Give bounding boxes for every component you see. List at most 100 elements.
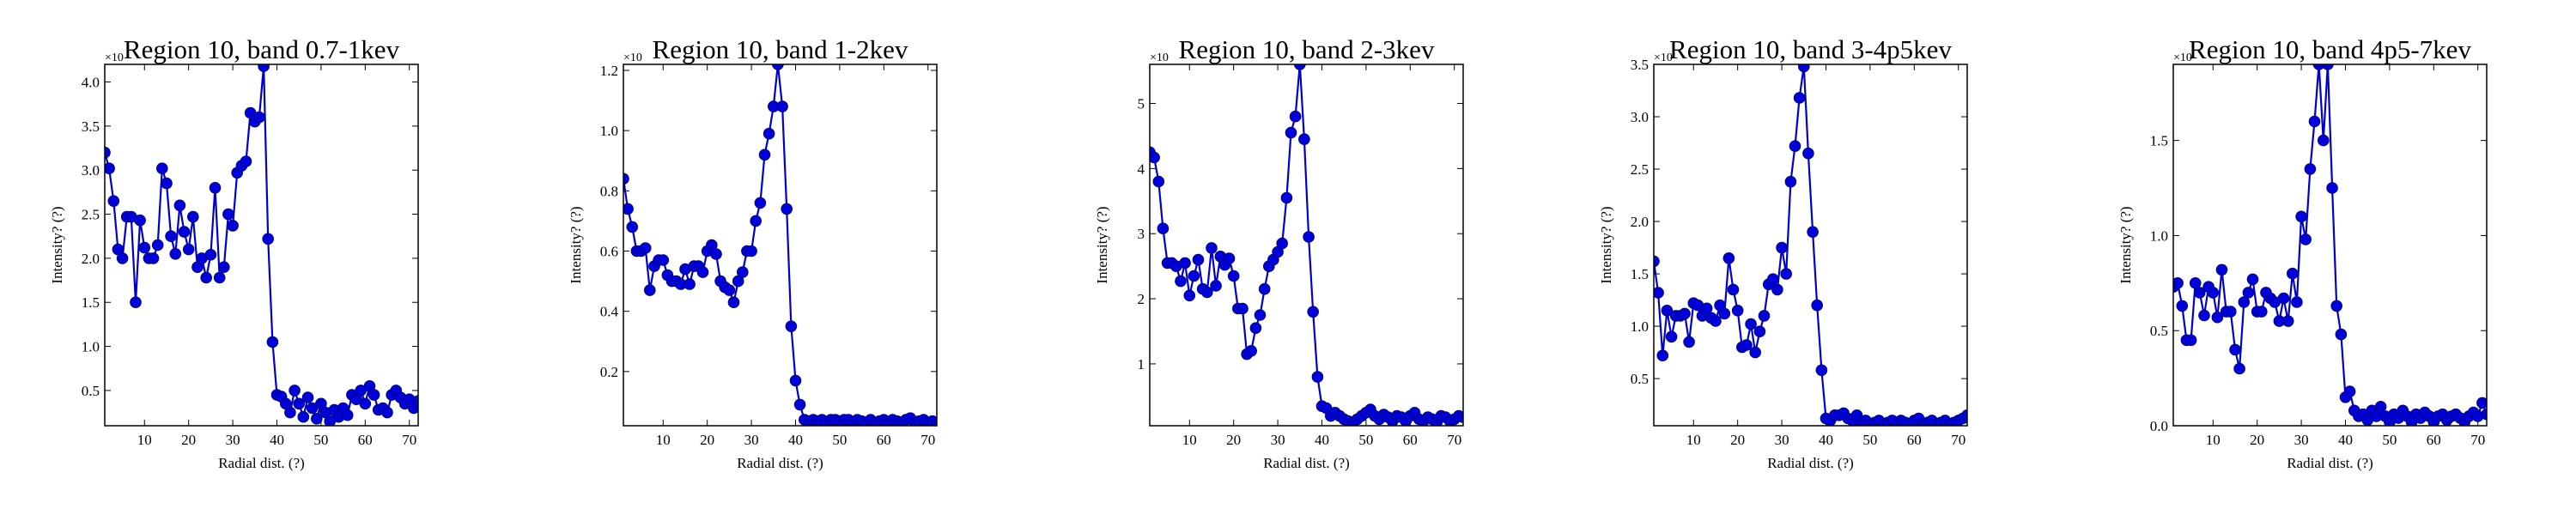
plot-frame	[104, 64, 419, 427]
data-point	[2198, 309, 2210, 322]
y-tick-label: 1	[1138, 356, 1145, 373]
data-point	[156, 162, 168, 174]
data-point	[736, 266, 749, 278]
x-axis-label: Radial dist. (?)	[737, 455, 823, 471]
data-point	[284, 406, 296, 419]
data-point	[1175, 275, 1187, 288]
data-point	[1807, 226, 1819, 238]
data-point	[1741, 339, 1753, 351]
y-tick-label: 1.5	[2150, 133, 2168, 149]
data-point	[341, 409, 354, 421]
data-point	[130, 296, 142, 308]
x-tick-label: 30	[1271, 432, 1285, 448]
data-point	[151, 239, 164, 251]
data-point	[793, 398, 806, 411]
data-point	[1710, 315, 1722, 327]
y-tick-label: 1.0	[82, 339, 100, 355]
data-point	[2194, 287, 2206, 299]
data-point	[1192, 253, 1205, 266]
y-axis-label: Intensity? (?)	[49, 206, 65, 283]
y-tick-label: 0.6	[600, 244, 618, 260]
data-point	[2287, 267, 2299, 280]
data-point	[1802, 147, 1814, 160]
data-point	[639, 242, 652, 254]
chart-panel-2: Region 10, band 1-2kev ×10 10 20 30 40 50 60 70 0…	[568, 34, 938, 471]
data-point	[381, 406, 393, 419]
data-point	[623, 173, 629, 185]
x-tick-label: 10	[656, 432, 671, 448]
x-tick-label: 50	[832, 432, 847, 448]
y-tick-label: 2.5	[82, 207, 100, 223]
chart-title: Region 10, band 2-3kev	[1179, 34, 1435, 64]
x-axis-label: Radial dist. (?)	[1263, 455, 1350, 471]
y-tick-label: 0.2	[600, 364, 618, 380]
series-group	[105, 64, 418, 426]
data-point	[2173, 277, 2184, 289]
y-tick-label: 0.5	[1631, 371, 1649, 387]
data-point	[1245, 344, 1257, 357]
data-point	[105, 162, 115, 174]
data-point	[1183, 289, 1196, 302]
data-point	[2330, 300, 2342, 312]
data-point	[227, 220, 239, 232]
data-point	[107, 195, 120, 207]
data-point	[1206, 242, 1218, 254]
plot-frame	[1149, 64, 1464, 427]
x-tick-label: 50	[313, 432, 328, 448]
data-point	[754, 197, 767, 209]
x-tick-label: 10	[137, 432, 152, 448]
chart-title: Region 10, band 4p5-7kev	[2189, 34, 2471, 64]
data-point	[762, 127, 775, 140]
plot-frame	[2172, 64, 2488, 427]
data-point	[2238, 296, 2251, 308]
data-point	[1201, 286, 1213, 299]
data-point	[2308, 115, 2321, 128]
y-tick-label: 3.5	[82, 118, 100, 135]
data-point	[745, 245, 757, 258]
data-point	[2211, 311, 2224, 324]
y-axis-label: Intensity? (?)	[1598, 206, 1614, 283]
data-point	[301, 391, 314, 403]
data-point	[2176, 300, 2189, 312]
y-tick-label: 3.0	[82, 162, 100, 179]
data-point	[643, 284, 656, 296]
data-point	[683, 278, 696, 290]
series-group	[1654, 64, 1967, 426]
data-point	[1457, 411, 1463, 423]
data-point	[1780, 268, 1792, 280]
data-point	[623, 203, 634, 215]
y-tick-label: 1.0	[1631, 318, 1649, 335]
y-tick-label: 1.5	[1631, 266, 1649, 282]
data-point	[2295, 210, 2307, 223]
data-point	[213, 271, 226, 284]
data-point	[204, 248, 217, 261]
chart-title: Region 10, band 1-2kev	[653, 34, 908, 64]
data-point	[2281, 315, 2294, 327]
x-tick-label: 30	[2294, 432, 2309, 448]
x-tick-label: 20	[1730, 432, 1745, 448]
data-point	[1311, 371, 1324, 383]
data-point	[240, 155, 252, 167]
data-point	[165, 230, 177, 242]
data-point	[1753, 325, 1766, 337]
data-point	[1654, 287, 1664, 299]
plot-frame	[623, 64, 938, 427]
data-point	[1280, 191, 1293, 204]
data-point	[161, 177, 173, 190]
series-group	[623, 64, 937, 426]
x-tick-label: 70	[920, 432, 935, 448]
x-tick-label: 30	[1775, 432, 1789, 448]
data-point	[1179, 257, 1191, 270]
x-tick-label: 70	[402, 432, 416, 448]
data-point	[2233, 362, 2245, 375]
x-tick-label: 10	[1686, 432, 1701, 448]
data-point	[1722, 251, 1735, 264]
x-axis-label: Radial dist. (?)	[218, 455, 305, 471]
y-tick-label: 1.5	[82, 294, 100, 311]
x-tick-label: 40	[2338, 432, 2353, 448]
x-tick-label: 20	[2250, 432, 2264, 448]
data-point	[1815, 364, 1828, 377]
x-tick-label: 50	[1358, 432, 1373, 448]
data-point	[1749, 346, 1761, 359]
data-point	[1793, 92, 1806, 104]
